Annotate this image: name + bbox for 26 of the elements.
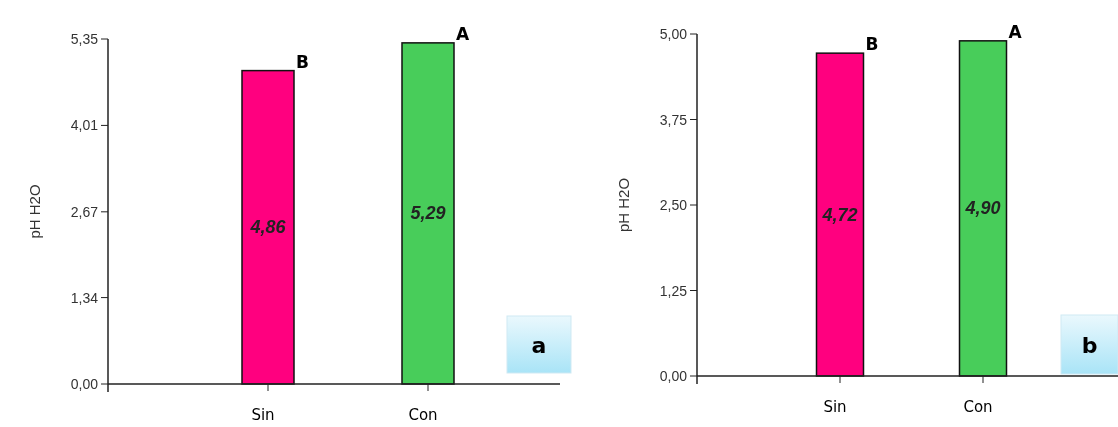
y-tick-label: 5,35 xyxy=(70,31,99,47)
y-tick-label: 2,50 xyxy=(659,197,688,213)
y-tick-label: 4,01 xyxy=(70,117,99,134)
y-tick-label: 0,00 xyxy=(659,368,688,384)
y-tick-label: 3,75 xyxy=(659,111,688,128)
annotation: A xyxy=(1008,21,1023,42)
text: b xyxy=(1081,332,1098,358)
data-label: 4,72 xyxy=(821,204,858,225)
x-tick-label: Con xyxy=(408,406,438,424)
x-tick-label: Sin xyxy=(251,406,275,424)
data-label: 4,86 xyxy=(249,217,287,238)
annotation: B xyxy=(296,51,309,72)
y-tick-label: 5,00 xyxy=(659,26,688,42)
data-label: 4,90 xyxy=(964,198,1001,219)
y-tick-label: 2,67 xyxy=(70,203,99,220)
y-tick-label: 1,34 xyxy=(70,289,99,306)
y-axis-title: pH H2O xyxy=(615,177,632,233)
text: a xyxy=(531,332,547,358)
annotation: B xyxy=(865,34,879,55)
y-tick-label: 0,00 xyxy=(70,376,99,392)
y-tick-label: 1,25 xyxy=(659,282,688,299)
y-axis-title: pH H2O xyxy=(26,184,43,239)
x-tick-label: Con xyxy=(963,398,993,416)
data-label: 5,29 xyxy=(410,203,446,224)
annotation: A xyxy=(456,23,470,44)
x-tick-label: Sin xyxy=(823,398,847,416)
